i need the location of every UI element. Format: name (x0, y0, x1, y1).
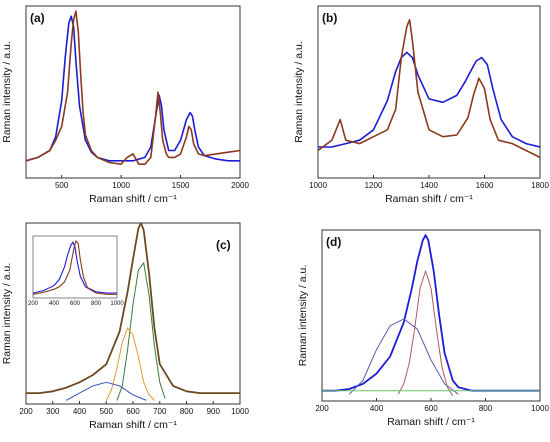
panel-d: 200 400 600 800 1000 Raman shift / cm⁻¹ Raman … (297, 229, 549, 428)
panel-label: (a) (30, 11, 45, 25)
series-line-3 (348, 318, 459, 395)
series-line-2 (397, 270, 454, 397)
inset-x-tick-label: 600 (70, 301, 81, 307)
x-tick-label: 200 (19, 407, 33, 416)
inset-x-tick-label: 800 (91, 301, 102, 307)
x-tick-label: 2000 (231, 181, 249, 190)
x-axis-label: Raman shift / cm⁻¹ (387, 416, 475, 428)
x-tick-label: 600 (424, 404, 438, 413)
x-tick-label: 1000 (112, 181, 130, 190)
x-tick-label: 1200 (365, 181, 383, 190)
inset-x-tick-label: 200 (28, 301, 39, 307)
panel-label: (d) (326, 235, 341, 249)
panel-label: (c) (216, 238, 231, 252)
y-axis-label: Raman intensity / a.u. (1, 263, 13, 365)
series-line-1 (26, 15, 240, 162)
series-line-1 (322, 234, 540, 392)
x-tick-label: 1000 (309, 181, 327, 190)
x-axis-label: Raman shift / cm⁻¹ (89, 419, 177, 431)
x-tick-label: 700 (153, 407, 167, 416)
x-tick-label: 800 (180, 407, 194, 416)
series-line-2 (318, 19, 540, 159)
x-tick-label: 1400 (420, 181, 438, 190)
panel-c: 200 300 400 500 600 700 800 900 1000 Raman shift … (1, 222, 249, 431)
y-axis-label: Raman intensity / a.u. (297, 265, 309, 367)
inset-x-tick-label: 400 (49, 301, 60, 307)
inset-series-line-1 (32, 241, 117, 294)
x-tick-label: 200 (315, 404, 329, 413)
series-line-4 (65, 381, 147, 401)
x-tick-label: 500 (100, 407, 114, 416)
x-tick-label: 800 (479, 404, 493, 413)
x-tick-label: 1500 (172, 181, 190, 190)
x-tick-label: 400 (73, 407, 87, 416)
series-line-1 (26, 223, 240, 394)
series-line-2 (116, 262, 166, 401)
x-axis-label: Raman shift / cm⁻¹ (89, 193, 177, 205)
y-axis-label: Raman intensity / a.u. (1, 41, 13, 143)
x-tick-label: 1600 (476, 181, 494, 190)
inset-series-line-2 (32, 239, 117, 295)
panel-a: 500 1000 1500 2000 Raman shift / cm⁻¹ Raman i… (1, 5, 249, 205)
panel-b: 1000 1200 1400 1600 1800 Raman shift / cm⁻¹ Ra… (293, 5, 549, 205)
panel-label: (b) (322, 11, 337, 25)
plot-frame (317, 5, 541, 179)
series-line-2 (26, 10, 240, 165)
x-tick-label: 500 (55, 181, 69, 190)
x-tick-label: 400 (370, 404, 384, 413)
x-tick-label: 1000 (531, 404, 549, 413)
x-tick-label: 900 (207, 407, 221, 416)
series-line-1 (318, 51, 540, 148)
inset-plot: 200 400 600 800 1000 (28, 235, 124, 307)
x-tick-label: 600 (126, 407, 140, 416)
x-tick-label: 1000 (231, 407, 249, 416)
y-axis-label: Raman intensity / a.u. (293, 41, 305, 143)
inset-x-tick-label: 1000 (110, 301, 124, 307)
x-tick-label: 1800 (531, 181, 549, 190)
x-axis-label: Raman shift / cm⁻¹ (385, 193, 473, 205)
plot-frame (25, 5, 241, 179)
x-tick-label: 300 (46, 407, 60, 416)
series-line-3 (105, 327, 155, 401)
